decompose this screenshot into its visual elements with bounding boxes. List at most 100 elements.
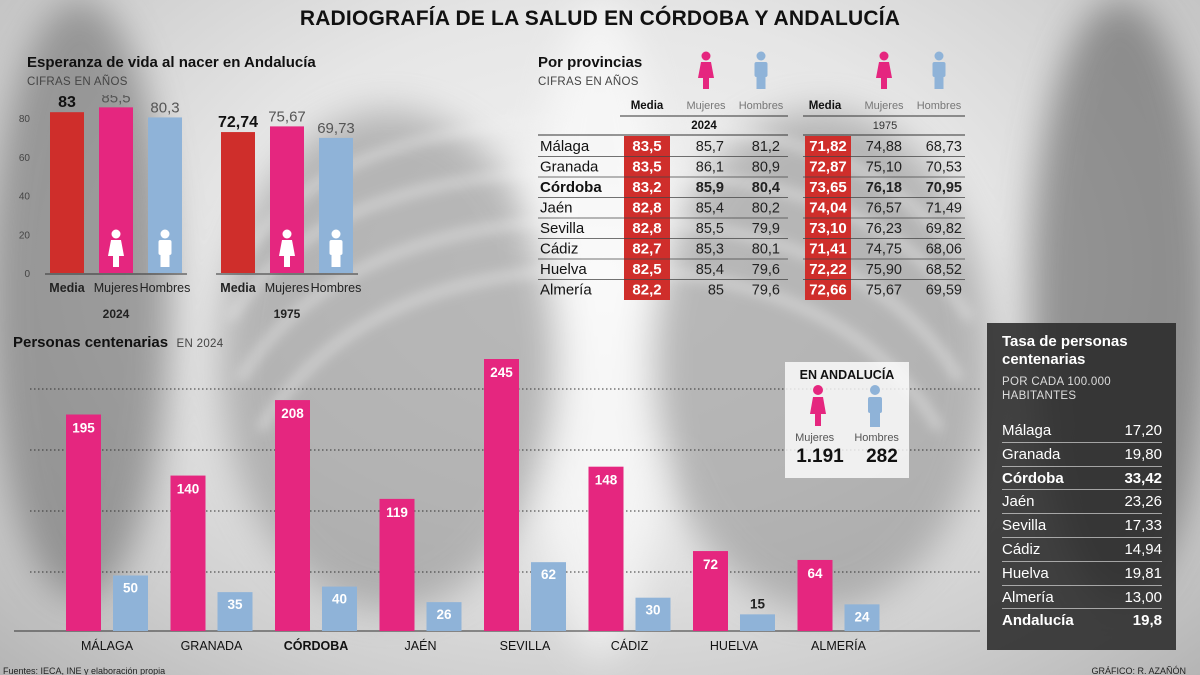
man-icon: [754, 51, 768, 89]
rate-row: Cádiz 14,94: [1002, 538, 1162, 562]
hombres-1975-value: 69,82: [926, 221, 962, 237]
mujeres-2024-value: 86,1: [696, 160, 724, 176]
hombres-value-label: 35: [227, 597, 243, 612]
province-name: Granada: [540, 159, 599, 176]
woman-icon: [279, 229, 295, 267]
life-category-label: Mujeres: [94, 281, 138, 295]
centenarians-bar-mujeres: [66, 414, 101, 631]
media-1975-value: 72,66: [809, 282, 847, 299]
mujeres-2024-value: 85,4: [696, 262, 724, 278]
hombres-2024-value: 80,2: [752, 201, 780, 217]
rate-row: Jaén 23,26: [1002, 490, 1162, 515]
life-category-label: Media: [220, 281, 256, 295]
rate-row: Huelva 19,81: [1002, 562, 1162, 586]
y-tick-label: 60: [19, 153, 31, 164]
rate-province: Málaga: [1002, 422, 1052, 439]
media-2024-value: 82,8: [632, 200, 661, 217]
hombres-1975-value: 69,59: [926, 283, 962, 299]
hombres-1975-value: 68,73: [926, 139, 962, 155]
centenarians-category-label: MÁLAGA: [81, 638, 134, 653]
media-2024-value: 83,5: [632, 159, 661, 176]
rate-province: Granada: [1002, 445, 1061, 463]
provinces-table: Media Mujeres Hombres Media Mujeres Hombres 20…: [538, 51, 965, 300]
centenarians-category-label: ALMERÍA: [811, 638, 867, 653]
woman-icon: [698, 51, 714, 89]
mujeres-1975-value: 76,18: [866, 180, 902, 196]
centenarians-bar-hombres: [113, 575, 148, 631]
centenarians-bar-hombres: [426, 602, 462, 631]
rate-row: Granada 19,80: [1002, 443, 1162, 467]
andalucia-hombres-value: 282: [866, 446, 898, 467]
media-2024-value: 82,8: [632, 220, 661, 237]
rate-province: Andalucía: [1002, 612, 1074, 630]
y-tick-label: 20: [19, 230, 31, 241]
life-year-label: 1975: [274, 307, 301, 321]
header-media-2024: Media: [631, 100, 664, 112]
header-mujeres-2024: Mujeres: [686, 100, 726, 112]
life-expectancy-subtitle: CIFRAS EN AÑOS: [27, 76, 128, 88]
province-name: Málaga: [540, 138, 590, 155]
rate-value: 33,42: [1124, 469, 1162, 487]
province-name: Sevilla: [540, 220, 585, 237]
rate-province: Almería: [1002, 588, 1054, 606]
man-icon: [868, 385, 882, 427]
rate-value: 23,26: [1124, 493, 1162, 511]
mujeres-2024-value: 85,3: [696, 242, 724, 258]
mujeres-1975-value: 75,10: [866, 160, 902, 176]
rate-table-box: Tasa de personas centenarias POR CADA 10…: [987, 323, 1176, 650]
mujeres-1975-value: 75,67: [866, 283, 902, 299]
hombres-2024-value: 79,6: [752, 262, 780, 278]
header-mujeres-1975: Mujeres: [864, 100, 904, 112]
mujeres-value-label: 195: [72, 421, 95, 436]
rate-subtitle: POR CADA 100.000 HABITANTES: [1002, 376, 1111, 402]
woman-icon: [876, 51, 892, 89]
centenarians-bar-hombres: [217, 592, 253, 631]
rate-province: Sevilla: [1002, 517, 1047, 535]
andalucia-mujeres-value: 1.191: [796, 446, 844, 467]
province-name: Jaén: [540, 200, 573, 217]
life-value-label: 85,5: [101, 95, 130, 106]
provinces-subtitle: CIFRAS EN AÑOS: [538, 76, 639, 88]
media-1975-value: 73,65: [809, 179, 847, 196]
rate-province: Córdoba: [1002, 469, 1064, 487]
rate-value: 17,20: [1124, 422, 1162, 439]
rate-value: 13,00: [1124, 588, 1162, 606]
life-value-label: 72,74: [218, 114, 258, 131]
media-2024-value: 82,7: [632, 241, 661, 258]
rate-row: Almería 13,00: [1002, 586, 1162, 610]
province-name: Huelva: [540, 261, 587, 278]
hombres-1975-value: 71,49: [926, 201, 962, 217]
mujeres-value-label: 72: [703, 557, 718, 572]
media-2024-value: 83,2: [632, 179, 661, 196]
rate-rows: Málaga 17,20 Granada 19,80 Córdoba 33,42 Jaén 2…: [1002, 419, 1162, 633]
media-2024-value: 82,2: [632, 282, 661, 299]
centenarians-bar-mujeres: [275, 400, 310, 631]
hombres-value-label: 26: [436, 607, 452, 622]
rate-row: Sevilla 17,33: [1002, 514, 1162, 538]
province-name: Córdoba: [540, 179, 602, 196]
mujeres-2024-value: 85,5: [696, 221, 724, 237]
header-hombres-2024: Hombres: [739, 100, 784, 112]
mujeres-value-label: 148: [595, 473, 618, 488]
life-bar-1975-0: [221, 132, 255, 273]
rate-row: Málaga 17,20: [1002, 419, 1162, 443]
centenarians-chart: 195 50 MÁLAGA 140 35 GRANADA 208 40 CÓRDOBA 119 26…: [14, 359, 980, 653]
province-name: Almería: [540, 282, 592, 299]
mujeres-2024-value: 85: [708, 283, 724, 299]
centenarians-bar-mujeres: [484, 359, 519, 631]
mujeres-2024-value: 85,7: [696, 139, 724, 155]
rate-value: 19,81: [1124, 564, 1162, 582]
andalucia-mujeres-label: Mujeres: [795, 432, 835, 444]
centenarians-bar-mujeres: [797, 559, 833, 631]
media-2024-value: 83,5: [632, 138, 661, 155]
centenarians-bar-mujeres: [693, 551, 728, 631]
hombres-2024-value: 80,9: [752, 160, 780, 176]
centenarians-subtitle: EN 2024: [176, 338, 224, 350]
hombres-value-label: 62: [541, 567, 556, 582]
mujeres-value-label: 140: [177, 482, 200, 497]
rate-value: 14,94: [1124, 540, 1162, 558]
mujeres-1975-value: 75,90: [866, 262, 902, 278]
mujeres-1975-value: 76,57: [866, 201, 902, 217]
hombres-1975-value: 68,06: [926, 242, 962, 258]
andalucia-total-box: EN ANDALUCÍA Mujeres Hombres 1.191 282: [785, 362, 909, 478]
